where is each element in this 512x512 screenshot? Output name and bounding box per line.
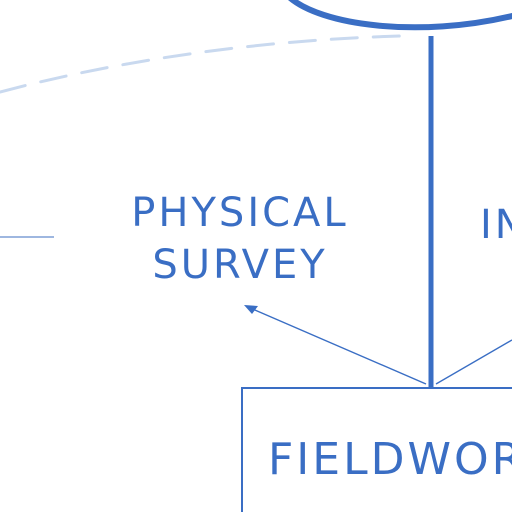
physical-survey-label-line1: PHYSICAL bbox=[131, 190, 348, 236]
fieldwork-box bbox=[241, 387, 512, 512]
right-node-label: IN bbox=[480, 202, 512, 248]
dashed-arc bbox=[0, 34, 402, 94]
arrow-to-right-node bbox=[435, 339, 512, 385]
physical-survey-label-line2: SURVEY bbox=[152, 242, 327, 288]
top-circle-node bbox=[288, 0, 512, 31]
arrowhead-icon bbox=[244, 305, 258, 314]
arrow-to-physical-survey bbox=[247, 306, 427, 385]
fieldwork-label: FIELDWOR bbox=[268, 434, 512, 485]
